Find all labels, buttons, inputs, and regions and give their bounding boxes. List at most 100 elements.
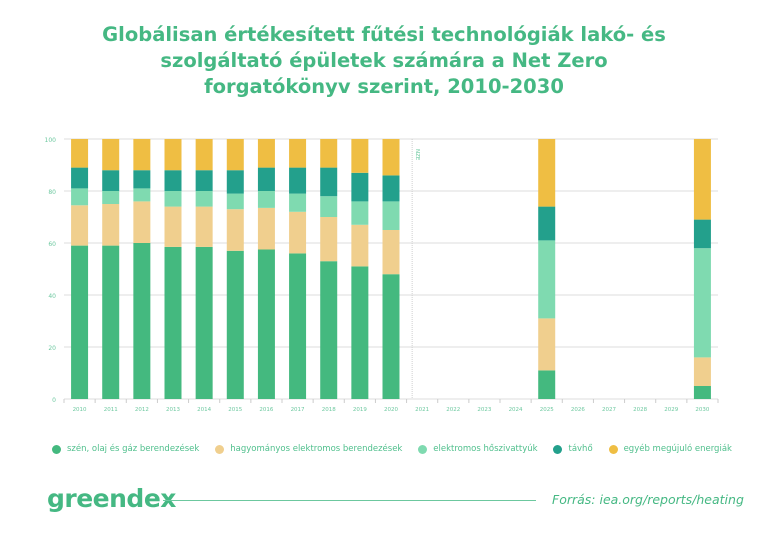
bar-segment	[71, 139, 89, 168]
bar-segment	[71, 205, 89, 246]
x-tick-label: 2018	[322, 407, 336, 413]
bar-segment	[102, 245, 120, 399]
bar-segment	[133, 188, 151, 202]
bar-segment	[320, 261, 338, 399]
bar-segment	[164, 191, 182, 207]
bar-segment	[538, 370, 556, 399]
bar-segment	[382, 201, 400, 230]
bar-segment	[257, 249, 275, 399]
bar-segment	[195, 170, 213, 191]
legend-label: távhő	[568, 444, 593, 454]
y-tick-label: 60	[48, 241, 56, 248]
x-tick-label: 2016	[259, 407, 273, 413]
bar-segment	[71, 188, 89, 206]
bar-segment	[195, 206, 213, 247]
bar-segment	[538, 240, 556, 319]
bar-segment	[693, 139, 711, 220]
x-tick-label: 2014	[197, 407, 211, 413]
title-line: forgatókönyv szerint, 2010-2030	[204, 75, 564, 98]
x-tick-label: 2015	[228, 407, 242, 413]
bar-segment	[226, 139, 244, 171]
stacked-bar-chart: 0 20 40 60 80 100 2010 2011 2012 2013 2014 2015 2016…	[45, 137, 719, 413]
legend: szén, olaj és gáz berendezések hagyomány…	[52, 444, 732, 454]
bar-segment	[195, 191, 213, 207]
legend-swatch	[52, 444, 61, 454]
bar-segment	[133, 139, 151, 171]
bar-segment	[102, 191, 120, 204]
bar-segment	[133, 243, 151, 399]
bar-segment	[133, 201, 151, 243]
title-line: szolgáltató épületek számára a Net Zero	[160, 49, 608, 72]
x-tick-label: 2029	[664, 407, 678, 413]
bar-segment	[320, 139, 338, 168]
x-tick-label: 2030	[695, 407, 709, 413]
y-tick-label: 0	[52, 397, 56, 404]
legend-item: távhő	[553, 444, 593, 454]
legend-label: hagyományos elektromos berendezések	[230, 444, 403, 454]
bar-segment	[257, 191, 275, 208]
y-tick-label: 40	[48, 293, 56, 300]
legend-swatch	[418, 444, 428, 454]
x-tick-label: 2013	[166, 407, 180, 413]
bar-segment	[351, 139, 369, 173]
bar-segment	[320, 167, 338, 197]
bar-segment	[164, 206, 182, 247]
bar-segment	[164, 139, 182, 171]
footer-divider	[163, 500, 536, 501]
legend-item: szén, olaj és gáz berendezések	[52, 444, 199, 454]
bar-segment	[102, 139, 120, 171]
bar-segment	[289, 193, 307, 212]
y-tick-label: 100	[45, 137, 57, 144]
bar-segment	[71, 245, 89, 399]
x-tick-label: 2024	[509, 407, 523, 413]
bar-segment	[538, 318, 556, 371]
x-tick-label: 2020	[384, 407, 398, 413]
title-line: Globálisan értékesített fűtési technológ…	[102, 23, 666, 46]
bar-segment	[289, 253, 307, 399]
legend-swatch	[553, 444, 563, 454]
legend-item: elektromos hőszivattyúk	[418, 444, 538, 454]
bar-segment	[382, 139, 400, 176]
bar-segment	[226, 170, 244, 194]
bar-segment	[164, 246, 182, 399]
x-tick-label: 2011	[104, 407, 118, 413]
bar-segment	[693, 248, 711, 358]
legend-swatch	[608, 444, 618, 454]
bar-segment	[102, 204, 120, 246]
chart-title: Globálisan értékesített fűtési technológ…	[0, 22, 768, 100]
bar-segment	[257, 167, 275, 191]
bar-segment	[226, 209, 244, 251]
source-text: Forrás: iea.org/reports/heating	[552, 492, 744, 507]
x-tick-label: 2017	[291, 407, 305, 413]
legend-item: hagyományos elektromos berendezések	[215, 444, 402, 454]
bar-segment	[164, 170, 182, 191]
x-tick-label: 2028	[633, 407, 647, 413]
y-tick-label: 20	[48, 345, 56, 352]
bar-segment	[257, 139, 275, 168]
bar-segment	[195, 139, 213, 171]
x-tick-label: 2022	[446, 407, 460, 413]
bar-segment	[71, 167, 89, 189]
bar-segment	[195, 246, 213, 399]
legend-label: szén, olaj és gáz berendezések	[67, 444, 200, 454]
bar-segment	[226, 250, 244, 399]
bar-segment	[102, 170, 120, 191]
bar-segment	[382, 274, 400, 399]
bar-segment	[289, 211, 307, 254]
legend-item: egyéb megújuló energiák	[608, 444, 732, 454]
x-tick-label: 2026	[571, 407, 585, 413]
x-tick-label: 2010	[73, 407, 87, 413]
x-tick-label: 2023	[477, 407, 491, 413]
x-tick-label: 2021	[415, 407, 429, 413]
y-tick-label: 80	[48, 189, 56, 196]
bar-segment	[538, 206, 556, 241]
bar-segment	[693, 357, 711, 386]
bar-segment	[320, 196, 338, 217]
greendex-logo: greendex	[47, 484, 176, 513]
bar-segment	[133, 170, 151, 189]
x-tick-label: 2012	[135, 407, 149, 413]
bar-segment	[351, 224, 369, 267]
legend-label: egyéb megújuló energiák	[623, 444, 732, 454]
bar-segment	[351, 266, 369, 399]
x-tick-label: 2019	[353, 407, 367, 413]
